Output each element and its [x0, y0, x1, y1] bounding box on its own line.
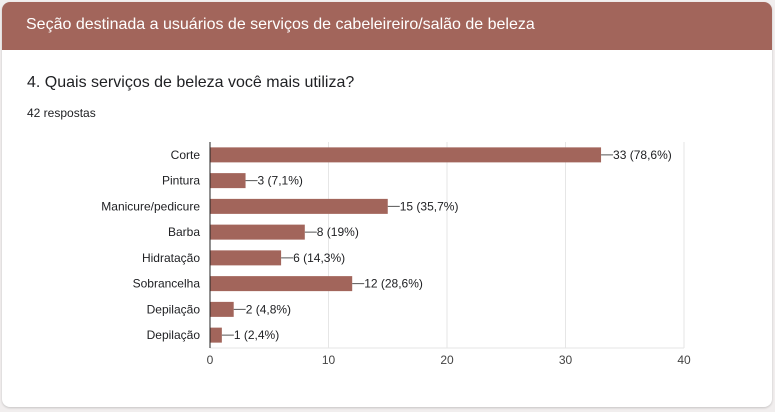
category-label: Sobrancelha [133, 277, 201, 291]
value-label: 3 (7,1%) [258, 174, 303, 188]
category-label: Pintura [162, 174, 200, 188]
category-label: Depilação [147, 302, 201, 316]
category-label: Hidratação [142, 251, 200, 265]
bar [210, 276, 353, 292]
category-label: Depilação [147, 328, 201, 342]
bar [210, 301, 234, 317]
bar [210, 198, 388, 214]
value-label: 15 (35,7%) [400, 199, 459, 213]
value-label: 8 (19%) [317, 225, 359, 239]
value-label: 6 (14,3%) [293, 251, 345, 265]
value-label: 1 (2,4%) [234, 328, 279, 342]
question-card: Seção destinada a usuários de serviços d… [2, 2, 772, 407]
category-label: Barba [168, 225, 200, 239]
x-tick-label: 40 [677, 353, 691, 367]
value-label: 33 (78,6%) [613, 148, 672, 162]
section-title: Seção destinada a usuários de serviços d… [26, 16, 535, 33]
x-tick-label: 10 [322, 353, 336, 367]
value-label: 2 (4,8%) [246, 302, 291, 316]
bar [210, 173, 246, 189]
question-title: 4. Quais serviços de beleza você mais ut… [27, 74, 355, 91]
x-tick-label: 30 [559, 353, 573, 367]
category-label: Corte [171, 148, 201, 162]
bar [210, 327, 222, 343]
category-label: Manicure/pedicure [101, 199, 200, 213]
x-tick-label: 20 [440, 353, 454, 367]
x-tick-label: 0 [207, 353, 214, 367]
bar [210, 147, 602, 163]
response-count: 42 respostas [27, 106, 96, 120]
bar [210, 224, 305, 240]
bar-chart: 0 10 20 30 40 Corte 33 (78,6%) Pintura 3 (7,1%) M… [101, 142, 691, 367]
value-label: 12 (28,6%) [364, 277, 423, 291]
section-header: Seção destinada a usuários de serviços d… [2, 2, 772, 50]
bar [210, 250, 282, 266]
